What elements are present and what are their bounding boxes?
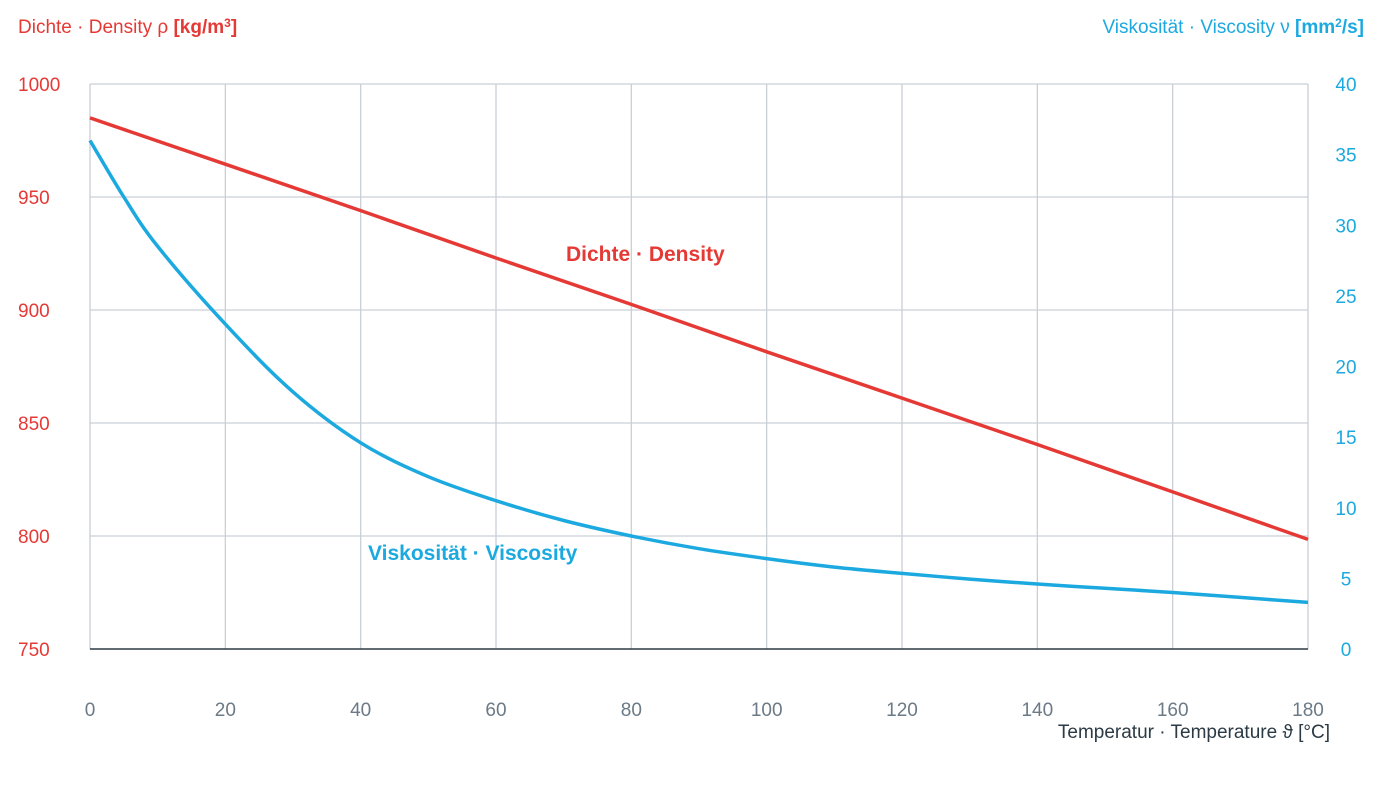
y-right-tick-label: 5 bbox=[1341, 569, 1352, 590]
y-left-tick-label: 850 bbox=[18, 414, 50, 435]
y-right-tick-label: 0 bbox=[1341, 640, 1352, 661]
right-axis-unit-open: [mm bbox=[1289, 17, 1336, 38]
viscosity-line bbox=[88, 139, 1309, 605]
viscosity-symbol: ν bbox=[1280, 17, 1290, 38]
y-right-tick-label: 35 bbox=[1335, 146, 1356, 167]
series-lines bbox=[88, 116, 1309, 605]
x-axis-title-text: Temperatur · Temperature bbox=[1057, 722, 1283, 743]
y-right-tick-label: 30 bbox=[1335, 216, 1356, 237]
density-line bbox=[89, 116, 1309, 542]
left-axis-title-text: Dichte · Density bbox=[18, 17, 158, 38]
x-tick-label: 140 bbox=[1021, 700, 1053, 721]
grid-lines bbox=[89, 83, 1309, 650]
right-axis-title: Viskosität · Viscosity ν [mm2/s] bbox=[1102, 17, 1364, 39]
x-tick-label: 100 bbox=[751, 700, 783, 721]
x-axis-title: Temperatur · Temperature ϑ [°C] bbox=[1058, 722, 1330, 744]
x-tick-label: 180 bbox=[1292, 700, 1324, 721]
tick-labels: 0 20 40 60 80 100 120 140 160 1807508008509009501… bbox=[18, 75, 1357, 721]
y-right-tick-label: 20 bbox=[1335, 358, 1356, 379]
viscosity-series-label: Viskosität · Viscosity bbox=[368, 542, 578, 565]
y-left-tick-label: 1000 bbox=[18, 75, 60, 96]
left-axis-title: Dichte · Density ρ [kg/m3] bbox=[18, 17, 237, 39]
left-axis-unit-close: ] bbox=[230, 17, 238, 38]
right-axis-title-text: Viskosität · Viscosity bbox=[1102, 17, 1281, 38]
left-axis-unit-open: [kg/m bbox=[168, 17, 225, 38]
y-left-tick-label: 900 bbox=[18, 301, 50, 322]
x-tick-label: 80 bbox=[621, 700, 642, 721]
density-symbol: ρ bbox=[157, 17, 169, 38]
right-axis-unit: [mm2/s] bbox=[1290, 17, 1364, 38]
density-series-label: Dichte · Density bbox=[566, 243, 725, 266]
x-tick-label: 0 bbox=[85, 700, 96, 721]
y-right-tick-label: 40 bbox=[1335, 75, 1356, 96]
y-right-tick-label: 25 bbox=[1335, 287, 1356, 308]
temperature-symbol: ϑ bbox=[1282, 722, 1293, 743]
left-axis-unit-exponent: 3 bbox=[224, 16, 231, 30]
x-tick-label: 60 bbox=[485, 700, 506, 721]
x-tick-label: 160 bbox=[1157, 700, 1189, 721]
x-tick-label: 40 bbox=[350, 700, 371, 721]
y-right-tick-label: 10 bbox=[1335, 499, 1356, 520]
y-right-tick-label: 15 bbox=[1335, 428, 1356, 449]
x-axis-unit: [°C] bbox=[1292, 722, 1330, 743]
y-left-tick-label: 950 bbox=[18, 188, 50, 209]
y-left-tick-label: 800 bbox=[18, 527, 50, 548]
x-tick-label: 20 bbox=[215, 700, 236, 721]
y-left-tick-label: 750 bbox=[18, 640, 50, 661]
right-axis-unit-exponent: 2 bbox=[1335, 16, 1342, 30]
left-axis-unit: [kg/m3] bbox=[168, 17, 237, 38]
x-tick-label: 120 bbox=[886, 700, 918, 721]
right-axis-unit-close: /s] bbox=[1341, 17, 1364, 38]
